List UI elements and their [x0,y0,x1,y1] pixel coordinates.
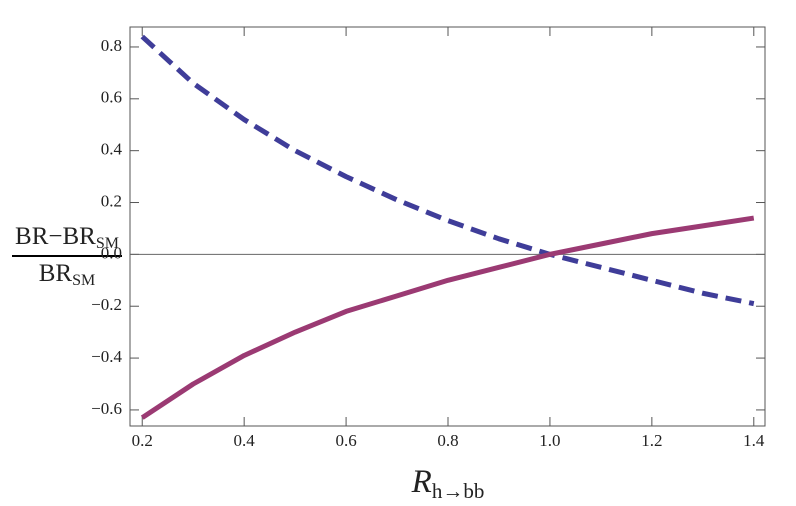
x-tick-label: 1.0 [539,431,560,450]
y-tick-label: 0.4 [101,140,123,159]
y-tick-label: 0.0 [101,243,122,262]
x-tick-label: 0.8 [437,431,458,450]
y-tick-label: −0.2 [91,295,122,314]
y-tick-label: 0.8 [101,36,122,55]
x-tick-label: 0.2 [132,431,153,450]
x-tick-label: 1.4 [743,431,765,450]
series-line [140,34,755,307]
x-axis-label: Rh→bb [411,464,485,503]
y-label-den-text: BR [39,260,73,287]
y-label-numerator: BR−BRSM [15,223,119,252]
y-label-num-sub: SM [96,235,119,252]
x-tick-label: 0.6 [335,431,356,450]
x-label-sub: h→bb [432,479,485,503]
y-tick-label: −0.6 [91,399,122,418]
y-tick-label: −0.4 [91,347,122,366]
y-axis-label: BR−BRSM BRSM [12,223,122,289]
x-label-text: R [411,464,432,500]
plot-frame [129,26,766,427]
x-tick-label: 0.4 [234,431,256,450]
y-tick-label: 0.2 [101,191,122,210]
y-label-den-sub: SM [72,272,95,289]
y-label-num-text: BR−BR [15,223,96,250]
series-line [140,215,755,420]
y-tick-label: 0.6 [101,88,122,107]
y-label-denominator: BRSM [39,260,95,289]
x-tick-label: 1.2 [641,431,662,450]
